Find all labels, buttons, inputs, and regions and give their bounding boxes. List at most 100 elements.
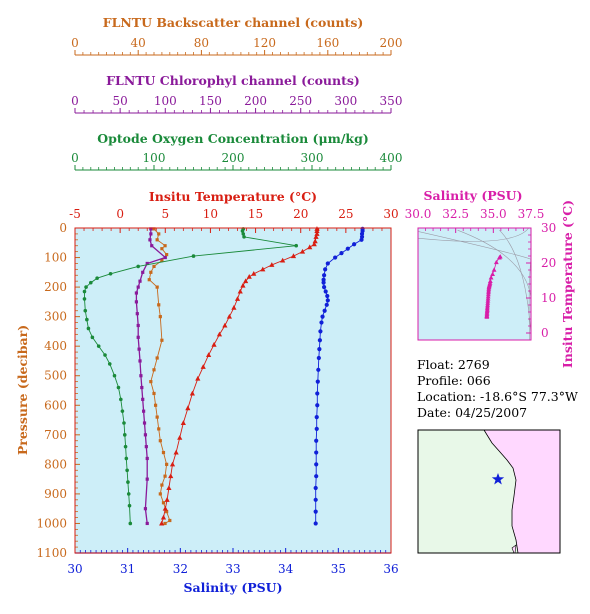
oxygen-tick-label: 200 xyxy=(222,151,245,165)
temperature-point xyxy=(299,248,306,254)
salinity-point xyxy=(314,474,319,479)
backscatter-point xyxy=(165,252,169,257)
oxygen-point xyxy=(128,521,133,526)
backscatter-point xyxy=(152,264,156,269)
oxygen-tick-label: 300 xyxy=(301,151,324,165)
pressure-tick-label: 1100 xyxy=(36,546,67,560)
oxygen-point xyxy=(83,308,88,313)
oxygen-point xyxy=(90,335,95,340)
chlorophyll-point xyxy=(134,291,138,295)
temperature-tick-label: 30 xyxy=(383,207,398,221)
oxygen-point xyxy=(107,362,112,366)
ts-isopycnal xyxy=(418,228,529,242)
temperature-point xyxy=(226,313,232,319)
backscatter-point xyxy=(155,356,159,360)
ts-point xyxy=(484,314,490,319)
map-frame xyxy=(417,429,561,554)
chlorophyll-point xyxy=(142,421,147,425)
temperature-point xyxy=(169,461,176,467)
backscatter-point xyxy=(160,483,164,487)
pressure-tick-label: 600 xyxy=(44,398,67,412)
salinity-point xyxy=(321,277,326,282)
ts-y-tick-label: 10 xyxy=(541,291,556,305)
oxygen-point xyxy=(126,492,131,496)
salinity-series xyxy=(313,226,365,526)
salinity-point xyxy=(325,298,330,303)
salinity-point xyxy=(321,280,326,285)
chlorophyll-ticks: 0 50 100 150 200 250 300 350 xyxy=(71,94,402,114)
salinity-point xyxy=(313,521,318,526)
temperature-point xyxy=(222,322,228,328)
salinity-point xyxy=(359,231,365,237)
salinity-point xyxy=(325,293,330,299)
pressure-tick-label: 300 xyxy=(44,310,67,324)
temperature-point xyxy=(200,364,206,369)
salinity-point xyxy=(339,251,344,256)
oxygen-point xyxy=(96,344,101,348)
chlorophyll-tick-label: 50 xyxy=(113,94,128,108)
oxygen-tick-label: 100 xyxy=(143,151,166,165)
temperature-tick-label: -5 xyxy=(69,207,81,221)
ts-point xyxy=(488,275,494,280)
temperature-point xyxy=(177,434,183,440)
backscatter-point xyxy=(160,247,164,251)
salinity-point xyxy=(315,391,320,396)
ts-point xyxy=(485,291,491,297)
float-id: Float: 2769 xyxy=(417,357,490,372)
oxygen-point xyxy=(242,235,246,239)
oxygen-point xyxy=(136,264,140,269)
temperature-point xyxy=(290,253,297,259)
oxygen-tick-label: 400 xyxy=(380,151,403,165)
salinity-point xyxy=(316,355,321,361)
temperature-point xyxy=(160,514,167,520)
chlorophyll-point xyxy=(136,285,140,289)
backscatter-point xyxy=(157,427,161,431)
temperature-point xyxy=(307,244,313,250)
ts-point xyxy=(490,271,495,276)
salinity-point xyxy=(314,426,319,432)
backscatter-point xyxy=(158,492,162,496)
ts-point xyxy=(485,300,491,305)
ts-point xyxy=(485,294,491,299)
chlorophyll-point xyxy=(143,433,148,437)
ts-x-tick-label: 32.5 xyxy=(442,207,469,221)
temperature-point xyxy=(195,375,201,381)
temperature-point xyxy=(185,405,191,411)
pressure-tick-label: 900 xyxy=(44,487,67,501)
temperature-tick-label: 15 xyxy=(248,207,263,221)
float-position-star-icon xyxy=(491,473,505,485)
ts-plot-frame xyxy=(417,227,532,341)
oxygen-axis: Optode Oxygen Concentration (μm/kg) 0 100… xyxy=(71,131,403,171)
chlorophyll-point xyxy=(137,347,141,351)
chlorophyll-point xyxy=(145,521,149,526)
salinity-tick-label: 35 xyxy=(331,562,346,576)
ts-points xyxy=(484,254,503,319)
backscatter-point xyxy=(168,518,172,523)
temperature-tick-label: 20 xyxy=(293,207,308,221)
chlorophyll-point xyxy=(145,477,149,481)
backscatter-tick-label: 200 xyxy=(380,36,403,50)
ts-point xyxy=(487,278,493,283)
ts-point xyxy=(485,296,491,301)
salinity-point xyxy=(317,338,322,343)
oxygen-point xyxy=(241,232,246,236)
oxygen-point xyxy=(119,397,123,402)
ts-y-tick-label: 30 xyxy=(541,221,556,235)
chlorophyll-series xyxy=(134,227,167,526)
temperature-point xyxy=(237,288,243,294)
salinity-point xyxy=(323,289,328,294)
backscatter-point xyxy=(165,462,169,466)
oxygen-point xyxy=(82,289,87,294)
date: Date: 04/25/2007 xyxy=(417,405,527,420)
backscatter-point xyxy=(155,285,159,289)
profile-plot-area xyxy=(75,228,391,553)
oxygen-point xyxy=(95,276,99,281)
temperature-point xyxy=(280,257,286,263)
chlorophyll-point xyxy=(141,397,145,401)
temperature-point xyxy=(246,273,252,279)
temperature-tick-label: 0 xyxy=(116,207,124,221)
ts-isopycnal xyxy=(499,229,531,335)
oxygen-point xyxy=(294,243,299,248)
salinity-point xyxy=(322,284,327,290)
salinity-point xyxy=(317,347,322,352)
